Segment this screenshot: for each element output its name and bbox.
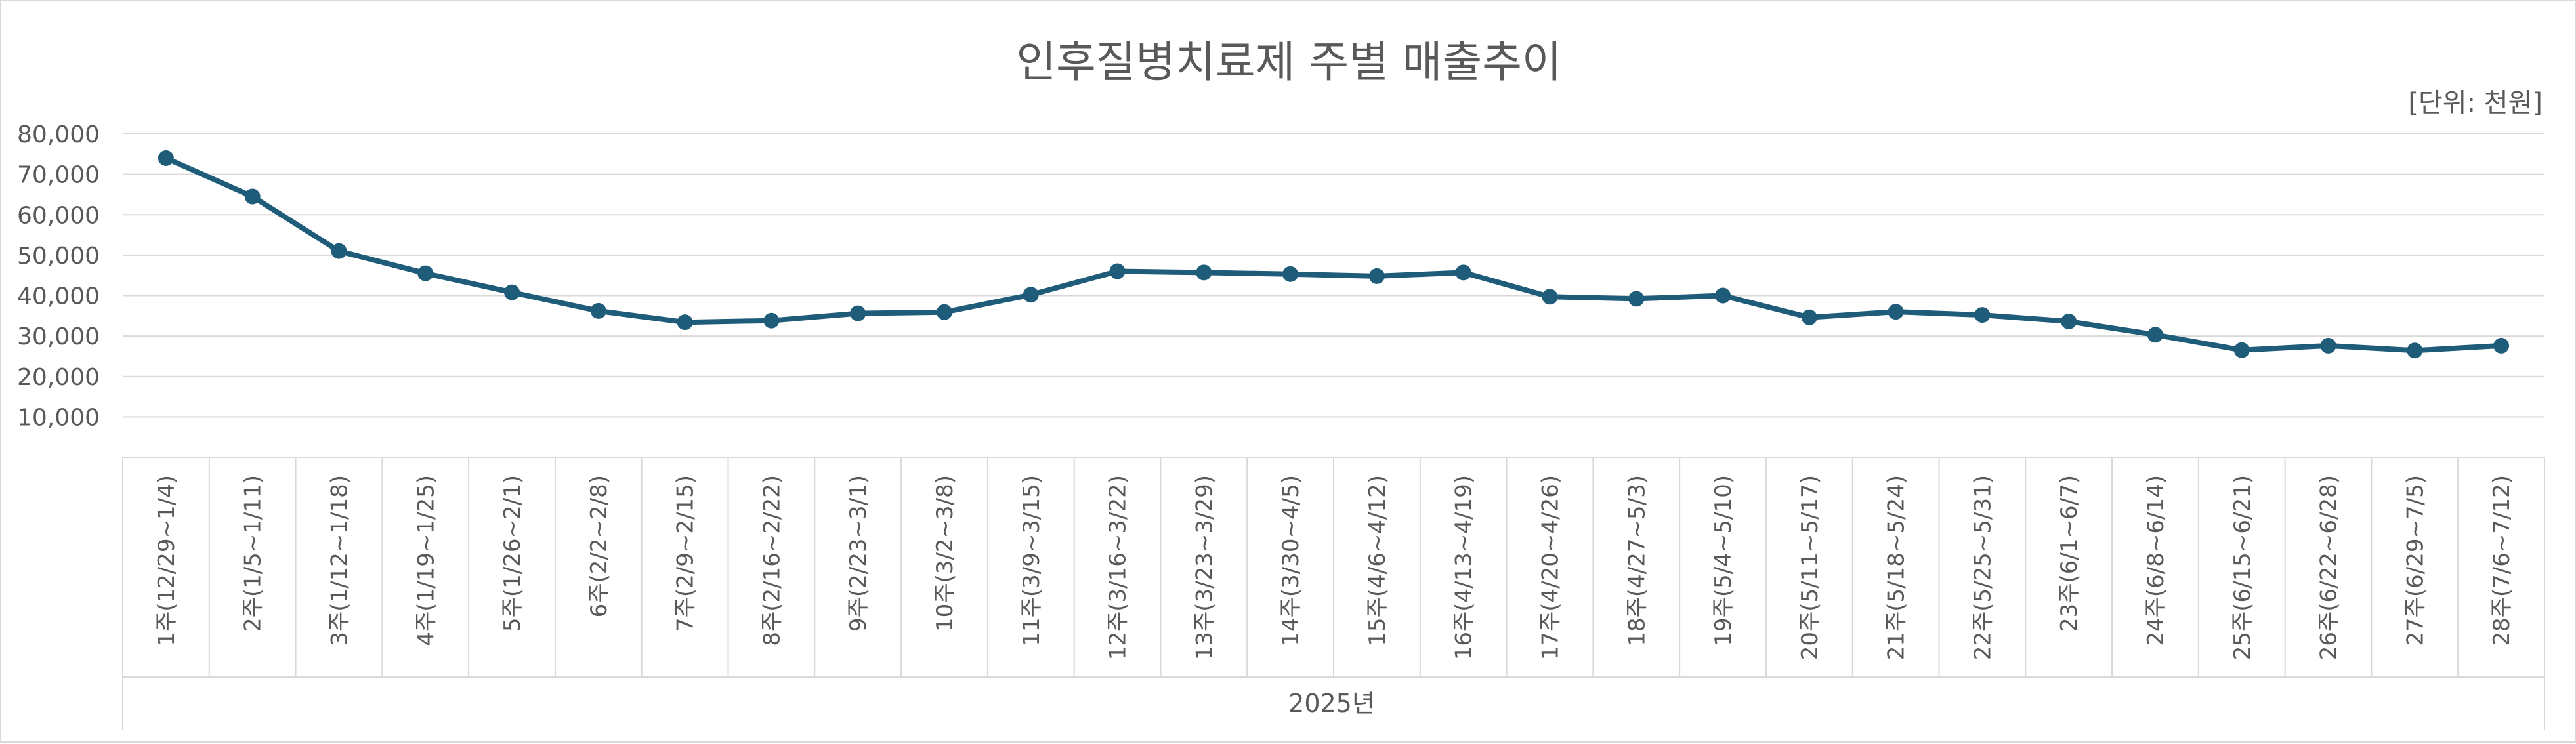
data-point: [2407, 342, 2423, 359]
data-point: [1455, 264, 1471, 281]
data-point: [850, 305, 866, 321]
x-tick-label: 16주(4/13~4/19): [1451, 475, 1477, 660]
x-tick-label: 9주(2/23~3/1): [845, 475, 872, 632]
y-tick-label: 50,000: [17, 243, 100, 270]
data-point: [1368, 268, 1385, 284]
x-tick-label: 20주(5/11~5/17): [1797, 475, 1823, 660]
x-tick-label: 2주(1/5~1/11): [240, 475, 266, 632]
y-tick-label: 60,000: [17, 202, 100, 229]
data-point: [244, 188, 261, 205]
x-tick-label: 21주(5/18~5/24): [1884, 475, 1910, 660]
x-tick-label: 3주(1/12~1/18): [326, 475, 352, 646]
x-tick-label: 22주(5/25~5/31): [1970, 475, 1996, 660]
x-tick-label: 10주(3/2~3/8): [932, 475, 958, 632]
x-tick-label: 4주(1/19~1/25): [413, 475, 439, 646]
x-tick-label: 8주(2/16~2/22): [759, 475, 785, 646]
data-point: [1801, 309, 1817, 325]
x-tick-label: 18주(4/27~5/3): [1624, 475, 1650, 646]
series-line: [163, 155, 2504, 354]
x-tick-label: 6주(2/2~2/8): [586, 475, 612, 617]
x-group-label: 2025년: [1288, 689, 1375, 718]
data-point: [1888, 304, 1904, 320]
data-point: [2320, 337, 2336, 354]
data-point: [1628, 291, 1645, 307]
x-tick-label: 17주(4/20~4/26): [1537, 475, 1563, 660]
unit-label: [단위: 천원]: [2408, 88, 2543, 118]
data-point: [2233, 342, 2250, 358]
y-tick-label: 20,000: [17, 364, 100, 391]
data-point: [936, 304, 952, 320]
data-point: [158, 150, 174, 166]
x-tick-label: 27주(6/29~7/5): [2402, 475, 2428, 646]
y-tick-label: 80,000: [17, 121, 100, 148]
chart-title: 인후질병치료제 주별 매출추이: [1016, 37, 1561, 87]
data-point: [331, 243, 347, 259]
data-point: [1196, 264, 1212, 281]
x-tick-label: 25주(6/15~6/21): [2229, 475, 2256, 660]
x-tick-label: 19주(5/4~5/10): [1710, 475, 1737, 646]
data-point: [2061, 313, 2077, 329]
y-axis-ticks: 10,000 20,000 30,000 40,000 50,000 60,000 70,0…: [17, 121, 100, 431]
x-tick-label: 13주(3/23~3/29): [1191, 475, 1217, 660]
x-tick-label: 5주(1/26~2/1): [499, 475, 526, 632]
x-tick-label: 26주(6/22~6/28): [2316, 475, 2342, 660]
x-tick-label: 7주(2/9~2/15): [673, 475, 699, 632]
y-tick-label: 40,000: [17, 283, 100, 310]
x-tick-label: 28주(7/6~7/12): [2489, 475, 2515, 646]
data-point: [1109, 263, 1126, 279]
x-tick-label: 1주(12/29~1/4): [154, 475, 180, 646]
y-tick-label: 10,000: [17, 404, 100, 431]
x-axis-ticks: 1주(12/29~1/4) 2주(1/5~1/11) 3주(1/12~1/18) 4주…: [154, 475, 2515, 660]
x-tick-label: 14주(3/30~4/5): [1278, 475, 1304, 646]
data-point: [677, 314, 693, 331]
category-axis-frame: [122, 457, 2545, 730]
data-point: [2147, 327, 2163, 343]
x-tick-label: 11주(3/9~3/15): [1019, 475, 1045, 646]
y-tick-label: 30,000: [17, 323, 100, 350]
data-point: [417, 265, 434, 281]
data-points: [158, 150, 2510, 359]
x-tick-label: 23주(6/1~6/7): [2056, 475, 2082, 632]
data-point: [504, 284, 520, 300]
data-point: [1974, 307, 1991, 323]
data-point: [1715, 287, 1731, 304]
data-point: [1542, 289, 1558, 305]
data-point: [1282, 266, 1299, 282]
data-point: [2493, 337, 2510, 354]
data-point: [590, 302, 606, 319]
x-tick-label: 15주(4/6~4/12): [1364, 475, 1391, 646]
x-tick-label: 24주(6/8~6/14): [2143, 475, 2169, 646]
x-tick-label: 12주(3/16~3/22): [1105, 475, 1131, 660]
data-point: [763, 312, 780, 329]
y-tick-label: 70,000: [17, 162, 100, 189]
data-point: [1023, 287, 1039, 303]
